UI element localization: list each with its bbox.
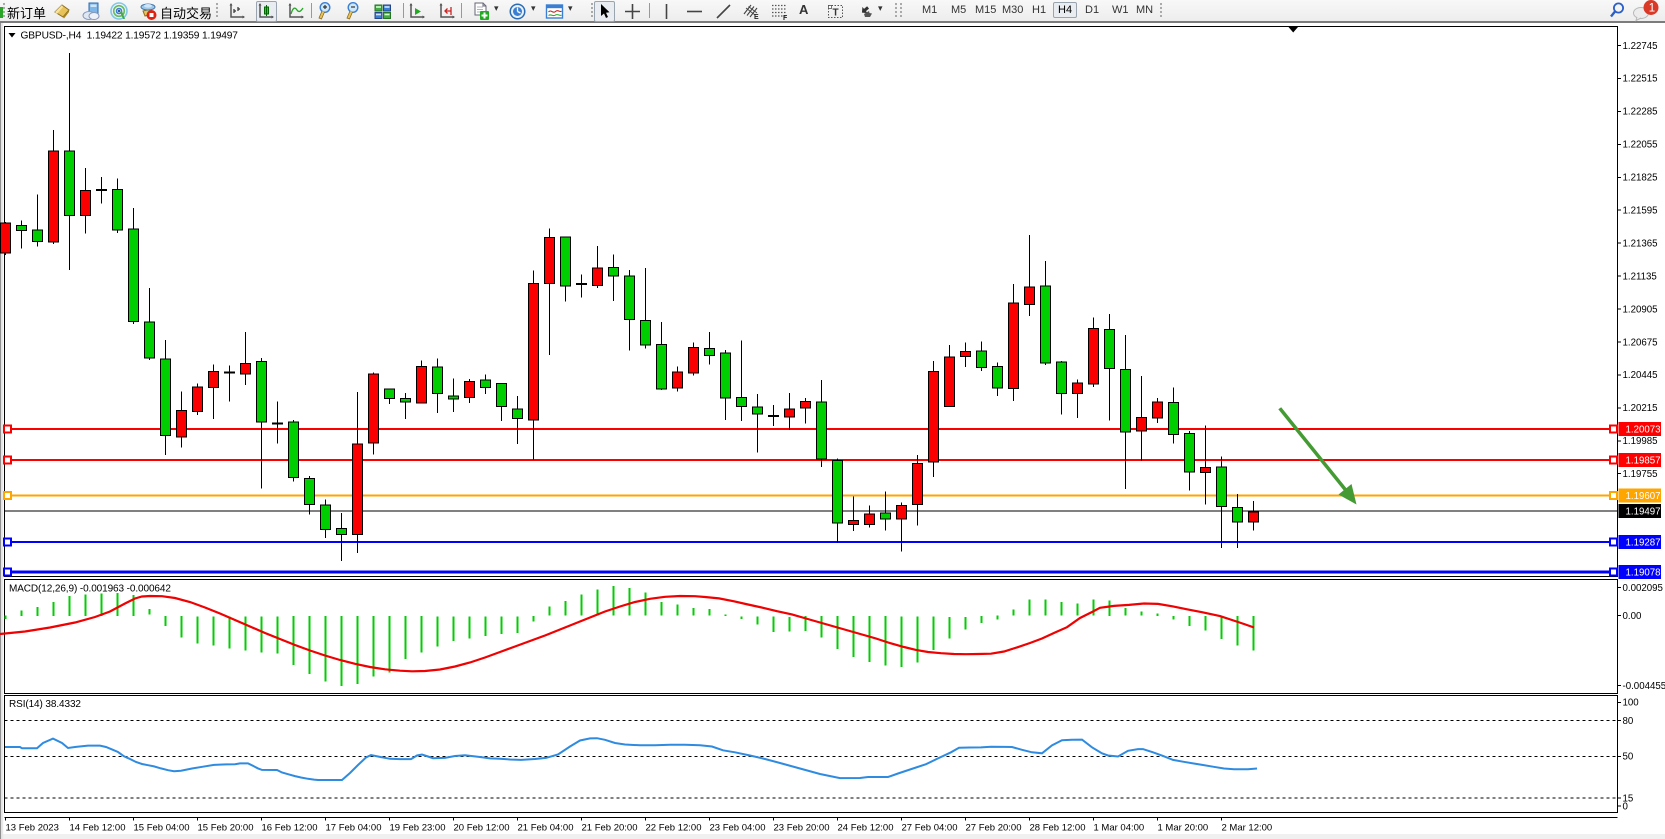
svg-text:1.19287: 1.19287 [1626,537,1661,548]
svg-text:0.002095: 0.002095 [1623,583,1663,594]
svg-text:19 Feb 23:00: 19 Feb 23:00 [390,823,446,834]
svg-text:1.20675: 1.20675 [1623,337,1658,348]
svg-text:1.19607: 1.19607 [1626,491,1661,502]
svg-text:1 Mar 04:00: 1 Mar 04:00 [1094,823,1145,834]
svg-text:1.21135: 1.21135 [1623,271,1657,282]
svg-text:14 Feb 12:00: 14 Feb 12:00 [70,823,126,834]
svg-text:100: 100 [1623,698,1640,709]
svg-text:13 Feb 2023: 13 Feb 2023 [6,823,59,834]
svg-text:GBPUSD-,H4 1.19422 1.19572 1.: GBPUSD-,H4 1.19422 1.19572 1.19359 1.194… [21,31,239,42]
svg-text:21 Feb 04:00: 21 Feb 04:00 [518,823,574,834]
svg-text:1.22745: 1.22745 [1623,41,1658,52]
svg-text:MACD(12,26,9) -0.001963 -0.000: MACD(12,26,9) -0.001963 -0.000642 [9,584,171,595]
svg-text:1.20073: 1.20073 [1626,425,1661,436]
svg-text:1.22285: 1.22285 [1623,107,1658,118]
svg-text:1.21825: 1.21825 [1623,173,1658,184]
svg-text:E: E [754,14,759,21]
svg-text:23 Feb 04:00: 23 Feb 04:00 [710,823,766,834]
svg-text:24 Feb 12:00: 24 Feb 12:00 [838,823,894,834]
svg-text:2 Mar 12:00: 2 Mar 12:00 [1222,823,1273,834]
svg-text:16 Feb 12:00: 16 Feb 12:00 [262,823,318,834]
svg-text:1 Mar 20:00: 1 Mar 20:00 [1158,823,1209,834]
svg-text:1.20905: 1.20905 [1623,304,1658,315]
svg-text:28 Feb 12:00: 28 Feb 12:00 [1030,823,1086,834]
svg-text:50: 50 [1623,752,1634,763]
svg-text:1.19985: 1.19985 [1623,436,1658,447]
svg-text:0: 0 [1623,801,1629,812]
svg-text:T: T [833,7,839,18]
svg-text:15 Feb 20:00: 15 Feb 20:00 [198,823,254,834]
svg-text:21 Feb 20:00: 21 Feb 20:00 [582,823,638,834]
svg-text:0.00: 0.00 [1623,611,1642,622]
svg-text:1: 1 [1649,3,1655,15]
svg-text:15: 15 [1623,793,1634,804]
svg-text:20 Feb 12:00: 20 Feb 12:00 [454,823,510,834]
svg-text:27 Feb 04:00: 27 Feb 04:00 [902,823,958,834]
svg-text:1.19078: 1.19078 [1626,568,1661,579]
svg-text:1.20445: 1.20445 [1623,370,1658,381]
svg-text:1.20215: 1.20215 [1623,403,1658,414]
svg-text:1.22055: 1.22055 [1623,140,1658,151]
svg-text:1.21365: 1.21365 [1623,238,1658,249]
svg-text:1.21595: 1.21595 [1623,206,1658,217]
svg-text:15 Feb 04:00: 15 Feb 04:00 [134,823,190,834]
svg-text:22 Feb 12:00: 22 Feb 12:00 [646,823,702,834]
svg-text:17 Feb 04:00: 17 Feb 04:00 [326,823,382,834]
svg-text:-0.004455: -0.004455 [1623,681,1665,692]
svg-text:RSI(14) 38.4332: RSI(14) 38.4332 [9,699,81,710]
svg-text:1.19755: 1.19755 [1623,469,1658,480]
svg-text:1.19497: 1.19497 [1626,506,1661,517]
svg-text:23 Feb 20:00: 23 Feb 20:00 [774,823,830,834]
svg-text:1.19857: 1.19857 [1626,456,1661,467]
svg-text:1.22515: 1.22515 [1623,74,1658,85]
svg-text:80: 80 [1623,716,1634,727]
svg-text:F: F [783,15,788,21]
svg-text:27 Feb 20:00: 27 Feb 20:00 [966,823,1022,834]
